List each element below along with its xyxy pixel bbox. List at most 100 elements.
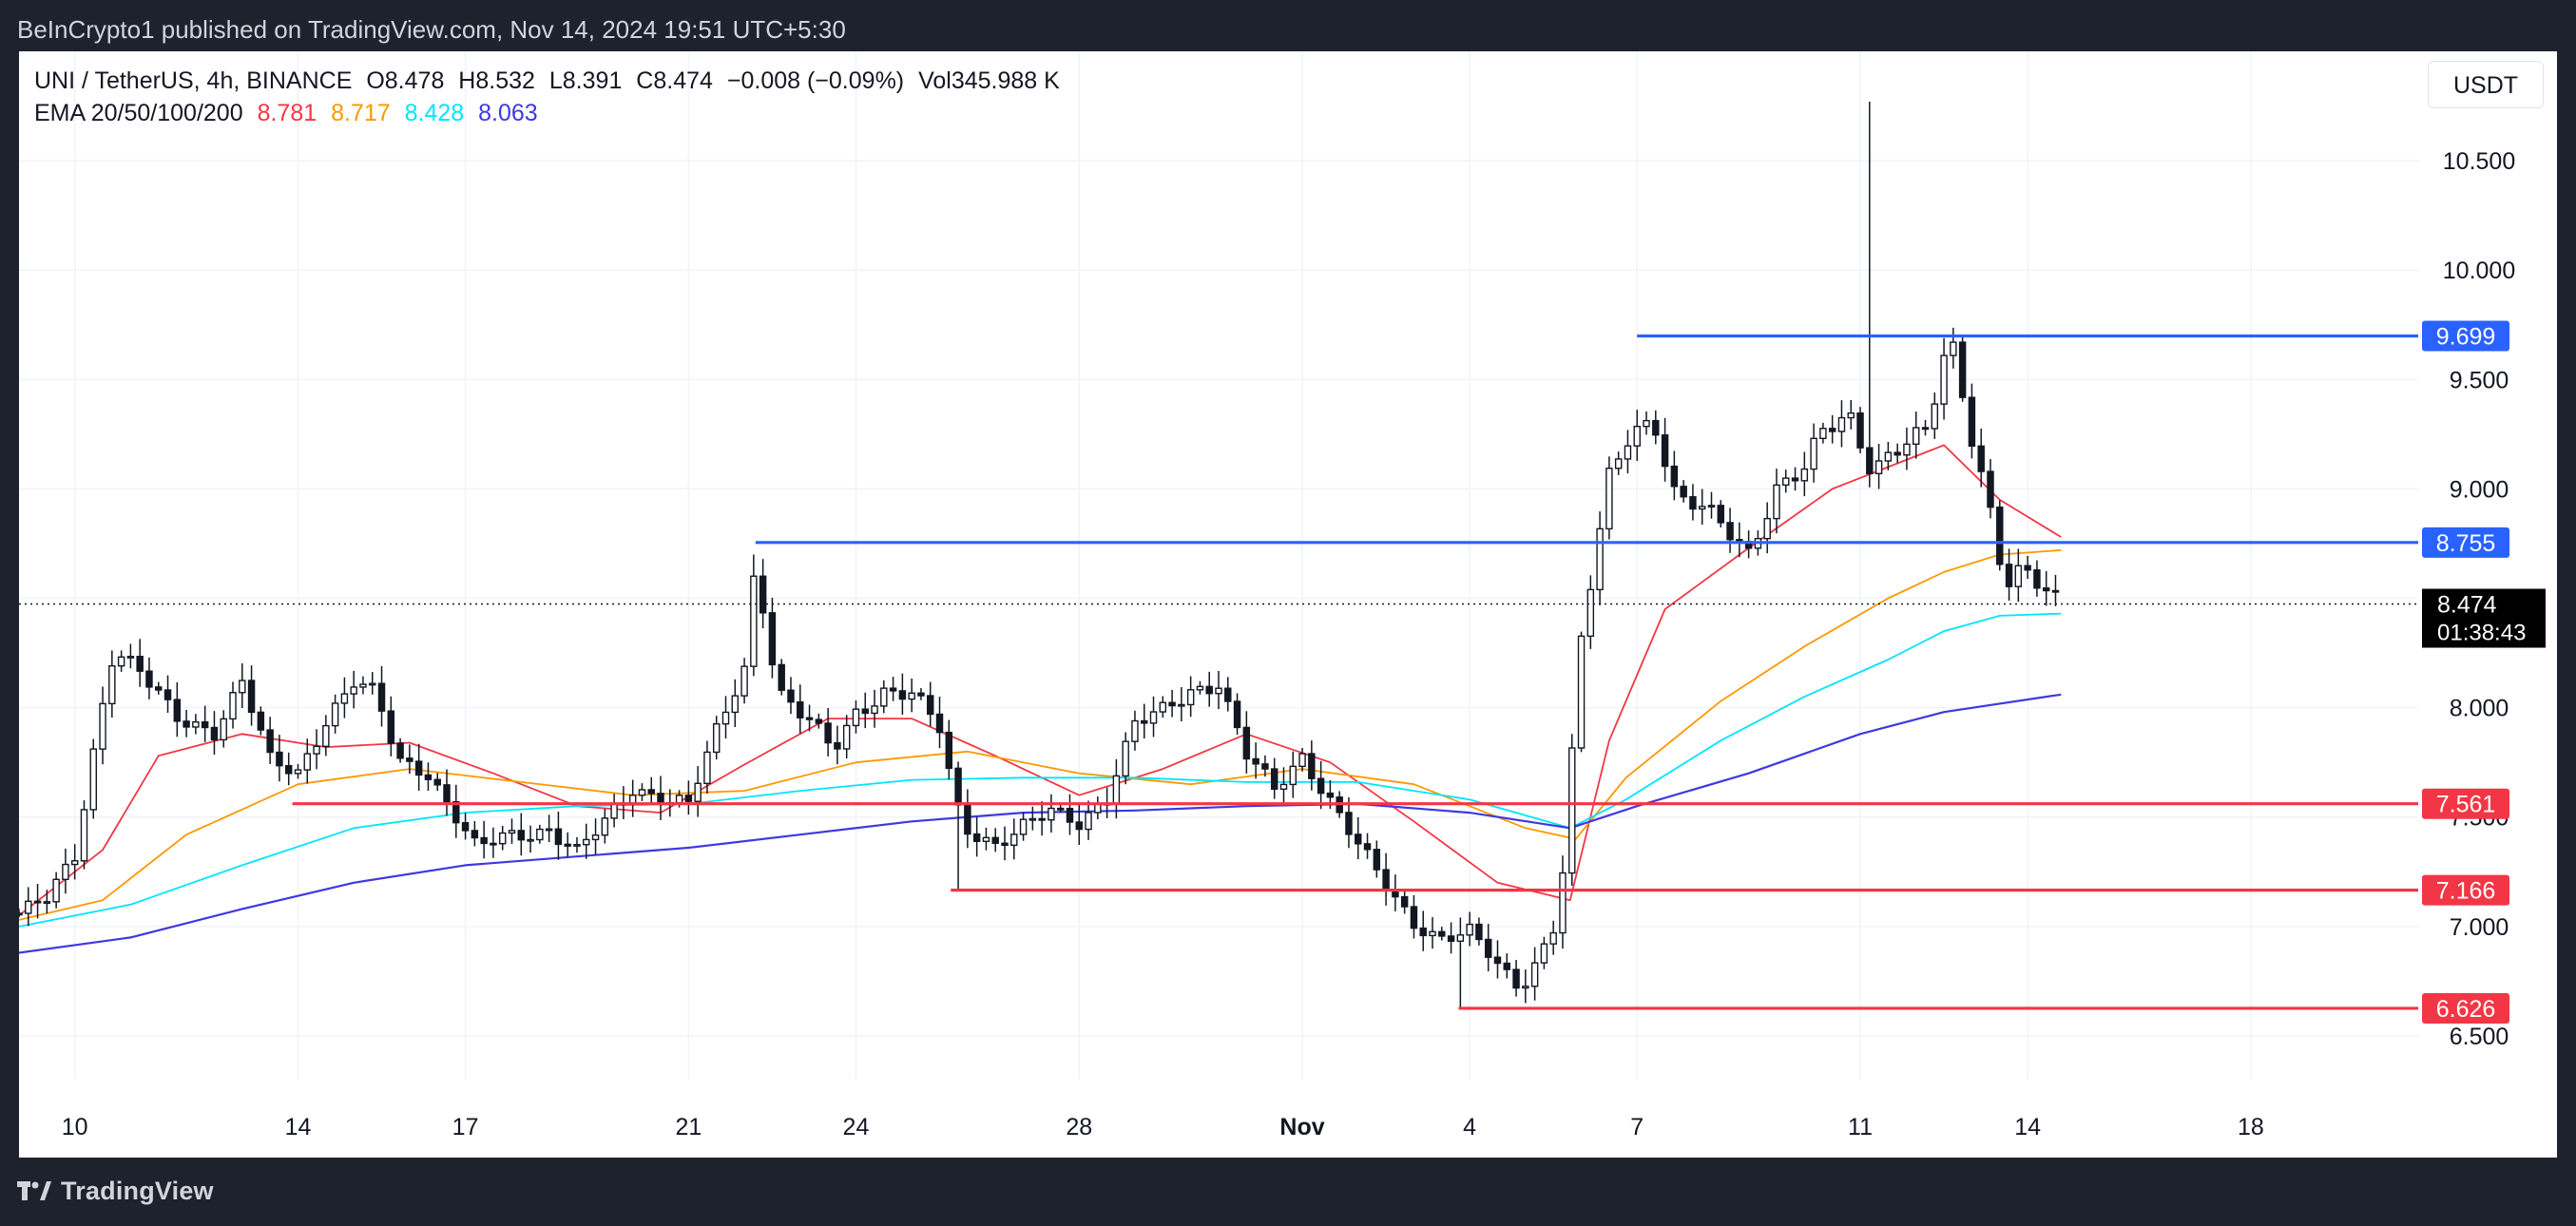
candle-body xyxy=(1717,505,1725,524)
legend-ema100: 8.428 xyxy=(404,100,465,126)
x-tick-label: 11 xyxy=(1848,1114,1873,1140)
candle-body xyxy=(583,838,590,846)
candle-body xyxy=(1168,701,1176,707)
candle-body xyxy=(972,833,981,843)
candle-body xyxy=(1707,505,1716,508)
candle-body xyxy=(564,843,571,847)
candle-body xyxy=(25,900,32,914)
candle-body xyxy=(1410,906,1418,929)
legend-change: −0.008 (−0.09%) xyxy=(726,67,905,94)
legend-close: C8.474 xyxy=(636,67,713,94)
support-label-box xyxy=(2422,874,2509,906)
candle-body xyxy=(591,834,600,841)
candle-body xyxy=(536,828,544,841)
candle-body xyxy=(1773,484,1780,520)
ema-line xyxy=(19,612,2062,928)
grid xyxy=(19,51,2418,1080)
candle-body xyxy=(1001,842,1009,847)
candle-body xyxy=(62,863,69,880)
candle-body xyxy=(1048,807,1055,821)
candle-body xyxy=(396,742,404,759)
legend-symbol[interactable]: UNI / TetherUS, 4h, BINANCE xyxy=(34,67,353,94)
candle-body xyxy=(1643,419,1650,428)
candle-body xyxy=(498,832,507,845)
x-tick-label: 4 xyxy=(1463,1114,1476,1140)
candle-body xyxy=(1903,443,1911,456)
candle-body xyxy=(1466,923,1473,936)
candle-body xyxy=(257,711,265,731)
candle-body xyxy=(331,702,339,727)
candle-body xyxy=(471,830,479,839)
candle-body xyxy=(33,900,42,904)
candle-body xyxy=(1810,437,1817,470)
candle-body xyxy=(1894,451,1901,456)
last-price-badge xyxy=(2422,588,2546,648)
candle-body xyxy=(712,722,721,754)
candle-body xyxy=(155,686,163,691)
candle-body xyxy=(750,575,758,667)
candle-body xyxy=(1373,849,1381,871)
candle-body xyxy=(1215,687,1222,695)
candle-body xyxy=(1912,427,1920,446)
resistance-label: 8.755 xyxy=(2436,530,2496,557)
candle-body xyxy=(1996,506,2004,565)
x-tick-label: 7 xyxy=(1630,1114,1644,1140)
candle-body xyxy=(1791,477,1799,482)
candle-body xyxy=(294,769,302,775)
candle-body xyxy=(694,782,702,802)
support-label-box xyxy=(2422,788,2509,819)
candle-body xyxy=(163,689,172,700)
candle-body xyxy=(610,803,618,819)
candle-body xyxy=(1698,506,1706,510)
publisher-line: BeInCrypto1 published on TradingView.com… xyxy=(17,15,846,44)
candle-body xyxy=(1633,425,1641,447)
candle-body xyxy=(880,687,888,707)
candle-body xyxy=(136,655,144,672)
candle-body xyxy=(861,708,869,715)
ema-line xyxy=(19,549,2062,921)
candle-body xyxy=(1874,460,1883,475)
candle-body xyxy=(1382,869,1390,891)
price-chart[interactable]: 6.5007.0007.5008.0008.5009.0009.50010.00… xyxy=(19,51,2557,1158)
candle-body xyxy=(1178,703,1185,707)
candle-body xyxy=(1549,931,1557,945)
candle-body xyxy=(517,830,526,841)
resistance-label: 9.699 xyxy=(2436,324,2496,351)
candle-body xyxy=(1763,517,1771,540)
candle-body xyxy=(1112,775,1121,805)
candle-body xyxy=(1586,588,1595,638)
candle-body xyxy=(173,699,182,722)
currency-button[interactable]: USDT xyxy=(2428,61,2544,108)
y-tick-label: 7.000 xyxy=(2450,914,2509,941)
x-tick-label: 21 xyxy=(675,1114,702,1140)
candle-body xyxy=(359,683,367,688)
candle-body xyxy=(1038,817,1046,821)
candle-body xyxy=(935,713,944,734)
candle-body xyxy=(480,836,488,845)
candle-body xyxy=(1540,943,1548,964)
support-label: 7.561 xyxy=(2436,792,2496,818)
candle-body xyxy=(1224,687,1232,702)
candle-body xyxy=(1261,763,1269,770)
candle-body xyxy=(1149,711,1158,724)
tradingview-logo-icon xyxy=(17,1180,51,1200)
resistance-label-box xyxy=(2422,320,2509,352)
candle-body xyxy=(303,753,312,771)
candle-body xyxy=(1614,458,1623,469)
candle-body xyxy=(954,767,962,806)
chart-area[interactable]: 6.5007.0007.5008.0008.5009.0009.50010.00… xyxy=(19,51,2557,1158)
candle-body xyxy=(1968,396,1976,448)
candle-body xyxy=(1484,938,1492,958)
candle-body xyxy=(2051,589,2060,593)
candle-body xyxy=(1279,783,1288,791)
candle-body xyxy=(43,901,51,905)
candle-body xyxy=(1363,843,1372,851)
candle-body xyxy=(1493,956,1502,965)
candle-body xyxy=(964,804,971,835)
candle-body xyxy=(1987,470,1994,508)
candles xyxy=(19,101,2060,1008)
candle-body xyxy=(1028,817,1037,821)
legend-ema-label[interactable]: EMA 20/50/100/200 xyxy=(34,100,243,126)
tradingview-logo[interactable]: TradingView xyxy=(17,1177,214,1206)
candle-body xyxy=(1568,747,1576,874)
